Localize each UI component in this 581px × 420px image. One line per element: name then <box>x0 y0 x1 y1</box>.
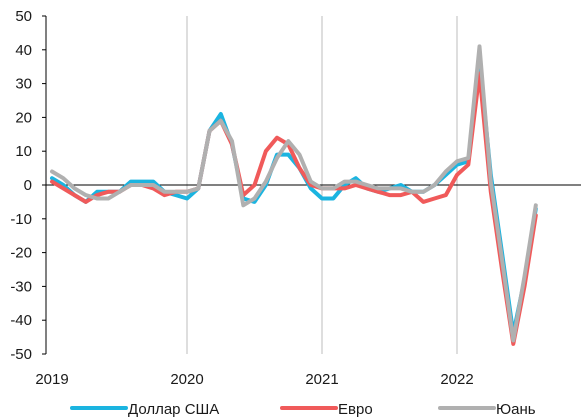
y-tick-label: -40 <box>10 312 32 329</box>
legend-label-1: Доллар США <box>128 401 219 418</box>
series-line-1 <box>50 57 538 336</box>
y-tick-label: 30 <box>15 76 32 93</box>
y-tick-label: 20 <box>15 109 32 126</box>
y-tick-label: -30 <box>10 278 32 295</box>
x-tick-label: 2021 <box>305 371 338 388</box>
legend-label-3: Юань <box>496 401 536 418</box>
series-line-2 <box>50 71 538 346</box>
series-line-3 <box>50 44 538 343</box>
y-tick-label: -50 <box>10 346 32 363</box>
y-axis-ticks: -50 -40 -30 -20 -10 0 10 20 30 40 50 <box>10 8 46 363</box>
legend-label-2: Евро <box>338 401 373 418</box>
legend: Доллар США Евро Юань <box>70 401 536 418</box>
y-tick-label: -20 <box>10 245 32 262</box>
y-tick-label: 50 <box>15 8 32 25</box>
x-axis-ticks: 2019 2020 2021 2022 <box>35 371 473 388</box>
x-tick-label: 2019 <box>35 371 68 388</box>
y-tick-label: -10 <box>10 211 32 228</box>
x-tick-label: 2022 <box>440 371 473 388</box>
y-tick-label: 40 <box>15 42 32 59</box>
series-lines <box>50 44 538 346</box>
y-tick-label: 0 <box>24 177 32 194</box>
y-tick-label: 10 <box>15 143 32 160</box>
x-tick-label: 2020 <box>170 371 203 388</box>
